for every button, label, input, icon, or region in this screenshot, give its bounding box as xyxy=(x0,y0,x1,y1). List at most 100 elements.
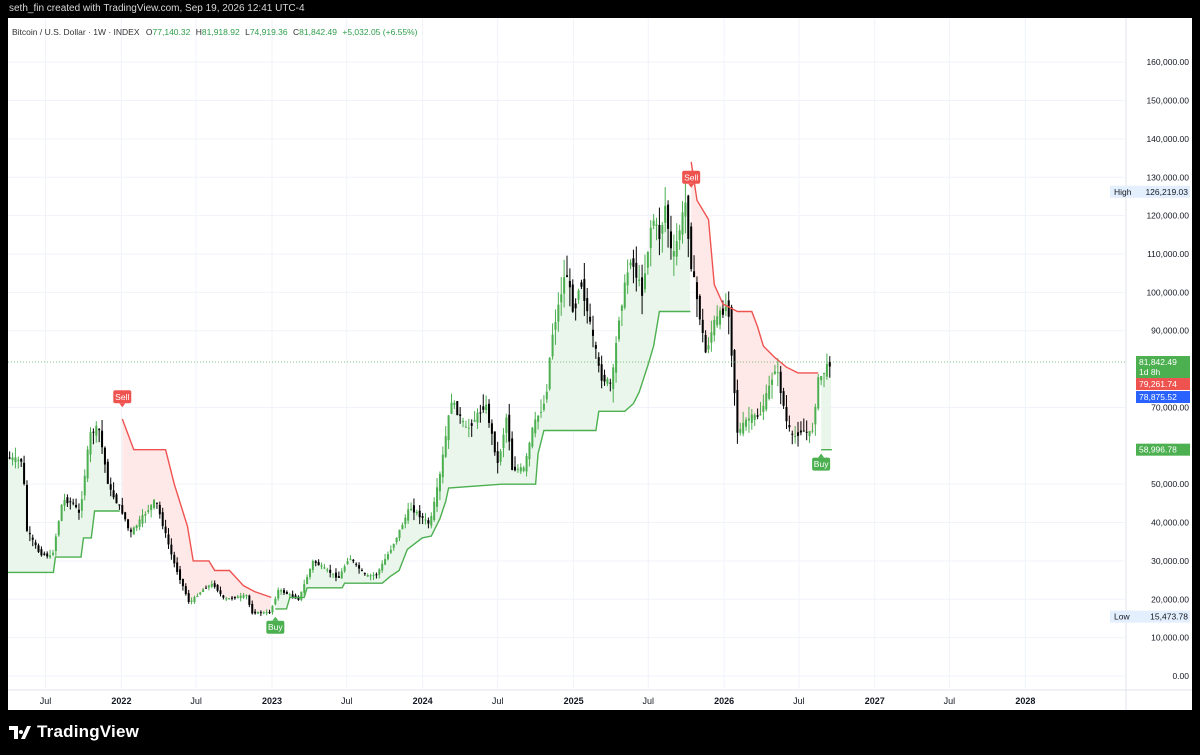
candle-body xyxy=(375,574,378,576)
candle-body xyxy=(753,415,756,420)
candle-body xyxy=(106,461,109,484)
candle-body xyxy=(825,363,828,377)
candle xyxy=(306,574,309,585)
candle xyxy=(655,217,658,241)
candle-body xyxy=(196,595,199,597)
candle-body xyxy=(635,262,638,278)
candle xyxy=(343,564,346,573)
candle xyxy=(707,337,710,354)
candle-body xyxy=(98,429,101,431)
candle-body xyxy=(216,584,219,591)
candle xyxy=(51,549,54,557)
candle-body xyxy=(470,423,473,426)
candles xyxy=(8,180,831,617)
candle xyxy=(349,555,352,561)
candle-body xyxy=(277,589,280,599)
candle xyxy=(213,580,216,589)
open-value: 77,140.32 xyxy=(152,27,191,37)
tradingview-logo[interactable]: TradingView xyxy=(9,722,139,742)
y-tick-label: 50,000.00 xyxy=(1151,479,1189,489)
candle-body xyxy=(219,590,222,595)
candle-body xyxy=(464,426,467,428)
candle-body xyxy=(456,401,459,416)
candle-body xyxy=(765,393,768,410)
candle-body xyxy=(280,590,283,592)
candle-body xyxy=(187,593,190,602)
candle xyxy=(456,400,459,416)
candle xyxy=(369,573,372,581)
candle xyxy=(366,573,369,577)
candle xyxy=(173,551,176,568)
candle-body xyxy=(83,475,86,496)
candle-body xyxy=(794,435,797,437)
candle-body xyxy=(366,574,369,577)
price-label-text: 79,261.74 xyxy=(1139,379,1177,389)
candle xyxy=(470,419,473,437)
candle xyxy=(771,372,774,399)
candle-body xyxy=(514,466,517,471)
candle-body xyxy=(66,497,69,504)
candle-body xyxy=(285,591,288,594)
candle xyxy=(28,526,31,542)
candle-body xyxy=(779,371,782,394)
candle xyxy=(825,353,828,380)
candle-body xyxy=(571,284,574,312)
candle-body xyxy=(733,350,736,394)
supertrend-line-up xyxy=(275,310,691,610)
chart-panel[interactable]: Sell Buy Sell Buy 160,000.00 150,000.00 140,00… xyxy=(8,18,1192,710)
candle xyxy=(225,596,228,602)
candle-body xyxy=(109,484,112,490)
candle-body xyxy=(49,555,52,558)
candle xyxy=(179,565,182,584)
candle-body xyxy=(539,411,543,413)
candle xyxy=(773,364,776,375)
candle-body xyxy=(242,595,245,598)
candle-body xyxy=(617,320,620,340)
candle-body xyxy=(193,597,196,603)
price-chart[interactable]: Sell Buy Sell Buy 160,000.00 150,000.00 140,00… xyxy=(8,18,1192,710)
candle xyxy=(303,579,306,597)
candle xyxy=(759,401,762,416)
candle-body xyxy=(23,462,26,484)
candle xyxy=(170,538,173,560)
signal-label: Buy xyxy=(268,622,283,632)
candle xyxy=(372,572,375,581)
candle-body xyxy=(369,575,372,577)
candle-body xyxy=(678,230,681,241)
low-marker-tag: Low xyxy=(1114,612,1130,622)
x-tick-labels: Jul 2022 Jul 2023 Jul 2024 Jul 2025 Jul 2026 Jul 20… xyxy=(40,696,1036,706)
candle xyxy=(144,511,147,524)
candle-body xyxy=(170,544,173,555)
candle xyxy=(150,504,153,518)
candle xyxy=(675,223,678,266)
candle-body xyxy=(773,371,776,374)
candle-body xyxy=(127,519,130,529)
candle xyxy=(326,567,329,573)
candle-body xyxy=(707,345,710,350)
candle xyxy=(794,426,797,444)
candle xyxy=(765,384,768,412)
candle-body xyxy=(135,525,138,529)
candle xyxy=(317,559,320,566)
candle-body xyxy=(563,277,566,294)
candle-body xyxy=(268,612,271,614)
y-tick-label: 140,000.00 xyxy=(1146,134,1189,144)
candle xyxy=(464,420,467,428)
candle xyxy=(545,384,548,403)
candle-body xyxy=(54,536,57,552)
candle xyxy=(623,274,626,310)
candle-body xyxy=(719,310,722,325)
candle xyxy=(620,304,623,327)
x-tick-label: 2027 xyxy=(865,696,885,706)
candle xyxy=(519,463,522,475)
candle xyxy=(95,421,98,443)
candle-body xyxy=(141,515,144,524)
candle xyxy=(141,509,144,528)
candle xyxy=(617,316,620,342)
candle xyxy=(358,562,361,574)
high-marker: High 126,219.03 xyxy=(1110,185,1190,198)
candle-body xyxy=(155,502,158,504)
candle-body xyxy=(343,566,346,572)
candle-body xyxy=(745,419,748,427)
candle-body xyxy=(724,306,727,312)
